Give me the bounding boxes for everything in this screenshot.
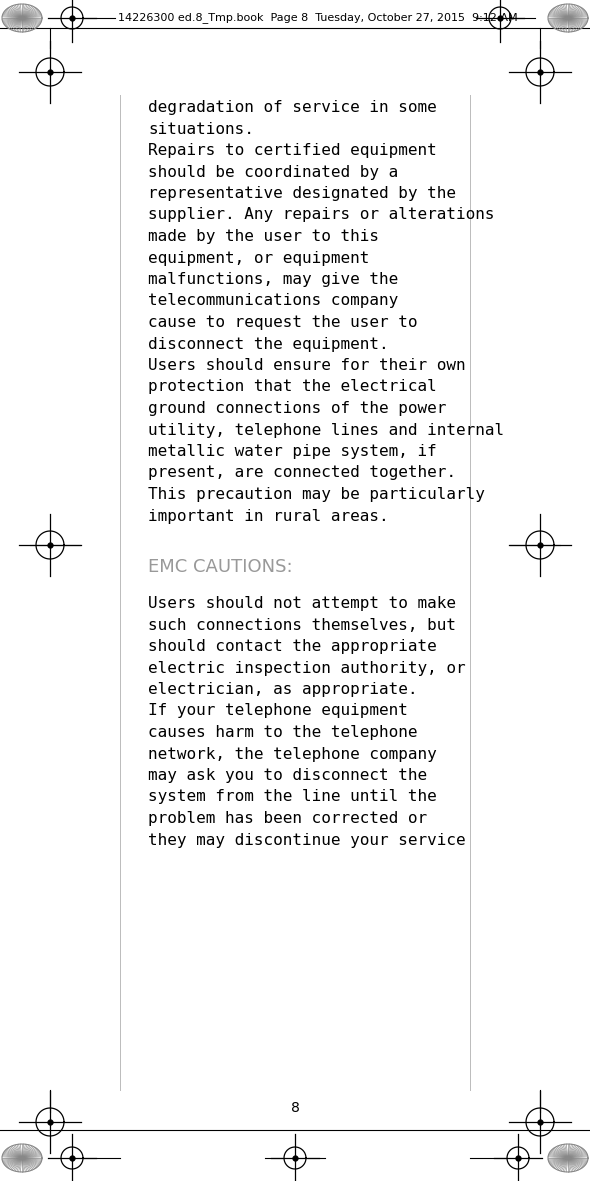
Text: EMC CAUTIONS:: EMC CAUTIONS: <box>148 557 293 576</box>
Text: If your telephone equipment: If your telephone equipment <box>148 704 408 718</box>
Text: Repairs to certified equipment: Repairs to certified equipment <box>148 143 437 158</box>
Text: 8: 8 <box>290 1101 300 1115</box>
Text: utility, telephone lines and internal: utility, telephone lines and internal <box>148 423 504 437</box>
Text: malfunctions, may give the: malfunctions, may give the <box>148 272 398 287</box>
Text: degradation of service in some: degradation of service in some <box>148 100 437 115</box>
Text: may ask you to disconnect the: may ask you to disconnect the <box>148 768 427 783</box>
Text: Users should not attempt to make: Users should not attempt to make <box>148 596 456 611</box>
Text: situations.: situations. <box>148 122 254 137</box>
Text: disconnect the equipment.: disconnect the equipment. <box>148 337 389 352</box>
Text: telecommunications company: telecommunications company <box>148 294 398 308</box>
Text: such connections themselves, but: such connections themselves, but <box>148 618 456 633</box>
Text: supplier. Any repairs or alterations: supplier. Any repairs or alterations <box>148 208 494 222</box>
Text: should contact the appropriate: should contact the appropriate <box>148 639 437 654</box>
Text: equipment, or equipment: equipment, or equipment <box>148 250 369 266</box>
Text: 14226300 ed.8_Tmp.book  Page 8  Tuesday, October 27, 2015  9:12 AM: 14226300 ed.8_Tmp.book Page 8 Tuesday, O… <box>118 13 517 24</box>
Text: should be coordinated by a: should be coordinated by a <box>148 164 398 180</box>
Text: they may discontinue your service: they may discontinue your service <box>148 833 466 848</box>
Text: important in rural areas.: important in rural areas. <box>148 509 389 523</box>
Text: cause to request the user to: cause to request the user to <box>148 315 418 329</box>
Text: electrician, as appropriate.: electrician, as appropriate. <box>148 681 418 697</box>
Text: causes harm to the telephone: causes harm to the telephone <box>148 725 418 740</box>
Text: ground connections of the power: ground connections of the power <box>148 402 447 416</box>
Text: system from the line until the: system from the line until the <box>148 790 437 804</box>
Text: metallic water pipe system, if: metallic water pipe system, if <box>148 444 437 459</box>
Text: Users should ensure for their own: Users should ensure for their own <box>148 358 466 373</box>
Text: made by the user to this: made by the user to this <box>148 229 379 244</box>
Text: present, are connected together.: present, are connected together. <box>148 465 456 481</box>
Text: problem has been corrected or: problem has been corrected or <box>148 811 427 826</box>
Text: This precaution may be particularly: This precaution may be particularly <box>148 487 485 502</box>
Text: network, the telephone company: network, the telephone company <box>148 746 437 762</box>
Text: protection that the electrical: protection that the electrical <box>148 379 437 394</box>
Text: representative designated by the: representative designated by the <box>148 185 456 201</box>
Text: electric inspection authority, or: electric inspection authority, or <box>148 660 466 676</box>
